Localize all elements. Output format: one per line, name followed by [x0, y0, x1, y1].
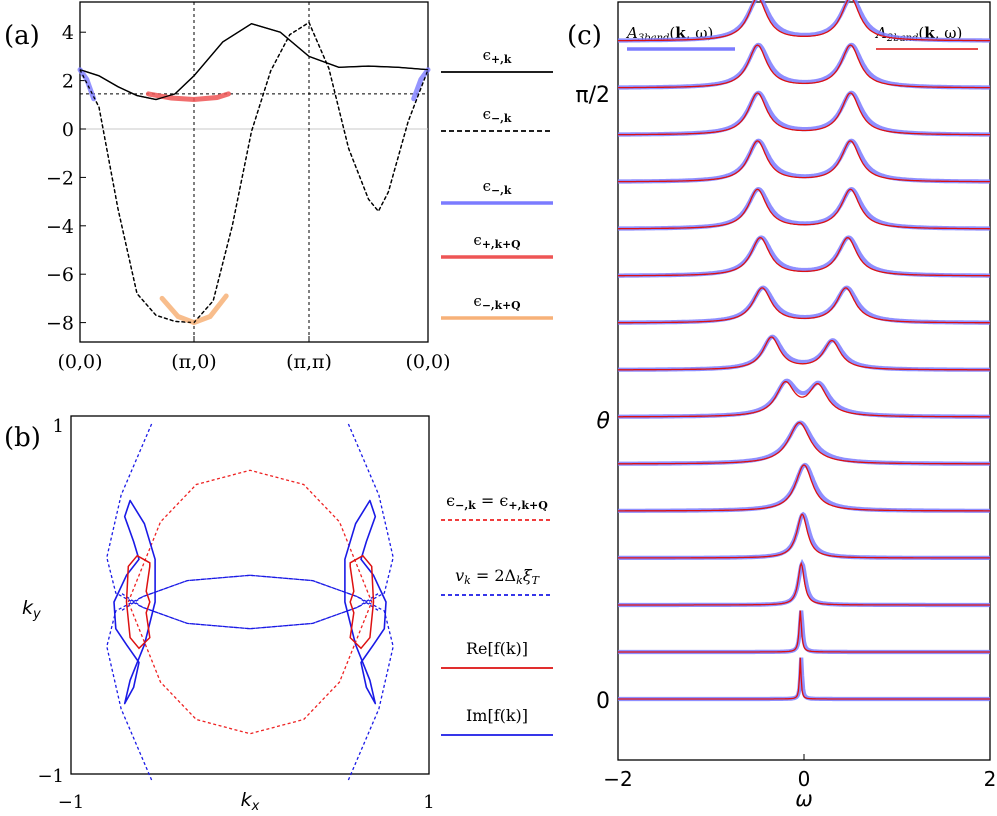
y-tick-label: 1	[53, 416, 64, 437]
blue-dashed-curve	[120, 423, 394, 630]
blue-dashed-curve	[106, 423, 380, 630]
trace-3band	[618, 420, 990, 466]
legend-label: ϵ−,k	[483, 177, 512, 197]
series-line-overlay	[79, 23, 429, 101]
y-tick-label: −2	[46, 167, 74, 189]
trace-2band	[618, 287, 990, 324]
legend-label: ϵ−,k+Q	[473, 292, 520, 312]
trace-2band	[618, 561, 990, 606]
x-axis-label: ω	[795, 787, 813, 811]
trace-3band	[618, 187, 990, 231]
re-f-loop	[125, 554, 151, 650]
legend-label: ϵ+,k+Q	[473, 231, 520, 251]
x-tick-label: −1	[58, 792, 85, 813]
blue-dashed-curve	[106, 574, 380, 781]
im-f-loop	[344, 499, 387, 705]
blue-dashed-curve	[120, 574, 394, 781]
re-f-loop	[349, 554, 375, 650]
series-line-overlay	[79, 21, 429, 324]
trace-3band	[618, 462, 990, 513]
x-tick-label: (0,0)	[405, 351, 450, 373]
panel-a: (a) 4 2 0 −2 −4 −6 −8 (0,0) (π,0) (π,π) (0,0) ϵ+,k ϵ−…	[4, 1, 553, 373]
series-blue-segment	[411, 67, 431, 102]
x-tick-label: 0	[798, 767, 811, 791]
trace-2band	[618, 0, 990, 42]
y-tick-label: −8	[46, 313, 74, 335]
series-line	[79, 22, 429, 101]
x-tick-label: (π,0)	[171, 351, 216, 373]
x-tick-label: (π,π)	[286, 351, 332, 373]
series-line	[79, 21, 429, 324]
x-axis-label: kx	[241, 789, 260, 814]
trace-2band	[618, 44, 990, 89]
trace-3band	[618, 334, 990, 372]
y-axis-label: ky	[22, 597, 41, 622]
im-f-loop	[113, 499, 156, 705]
y-tick-label: −1	[37, 766, 64, 787]
y-tick-label: 0	[62, 119, 74, 141]
y-tick-label: 0	[596, 689, 610, 714]
red-dashed-curve	[127, 469, 373, 735]
trace-3band	[618, 511, 990, 560]
legend-label: ϵ−,k	[483, 105, 512, 125]
trace-2band	[618, 464, 990, 512]
panel-label-b: (b)	[4, 423, 41, 453]
trace-2band	[618, 336, 990, 371]
y-tick-label: 2	[62, 71, 74, 93]
legend-label: Re[f(k)]	[466, 639, 528, 658]
x-tick-label: (0,0)	[57, 351, 102, 373]
trace-3band	[618, 90, 990, 137]
panel-b-frame	[70, 415, 430, 775]
panel-label-c: (c)	[567, 21, 602, 51]
x-tick-label: 1	[423, 792, 434, 813]
y-tick-label: 4	[62, 22, 74, 44]
x-tick-label: 2	[984, 767, 997, 791]
series-line	[145, 91, 231, 103]
panel-a-frame	[79, 1, 429, 343]
trace-3band	[618, 285, 990, 325]
trace-2band	[618, 421, 990, 465]
y-tick-label: −6	[46, 264, 74, 286]
trace-2band	[618, 237, 990, 277]
legend-label: ϵ+,k	[483, 46, 512, 66]
y-axis-label: θ	[597, 409, 611, 434]
trace-3band	[618, 42, 990, 90]
trace-3band	[618, 138, 990, 184]
trace-2band	[618, 610, 990, 653]
trace-2band	[618, 140, 990, 183]
legend-label: ϵ−,k = ϵ+,k+Q	[446, 491, 548, 512]
trace-2band	[618, 381, 990, 418]
trace-2band	[618, 188, 990, 230]
trace-2band	[618, 657, 990, 700]
trace-3band	[618, 235, 990, 278]
legend-label: vk = 2ΔkξT	[455, 566, 541, 587]
trace-2band	[618, 513, 990, 559]
trace-3band	[618, 657, 990, 702]
trace-2band	[618, 92, 990, 136]
y-tick-label: −4	[46, 216, 74, 238]
legend-label: Im[f(k)]	[466, 706, 528, 725]
trace-3band	[618, 558, 990, 608]
trace-3band	[618, 378, 990, 419]
panel-label-a: (a)	[4, 21, 40, 51]
y-tick-label: π/2	[575, 83, 610, 108]
panel-b: (b) 1 −1 −1 1 kx ky ϵ−,k = ϵ+,k+Q vk = 2ΔkξT Re[f…	[4, 415, 553, 814]
x-tick-label: −2	[603, 767, 632, 791]
